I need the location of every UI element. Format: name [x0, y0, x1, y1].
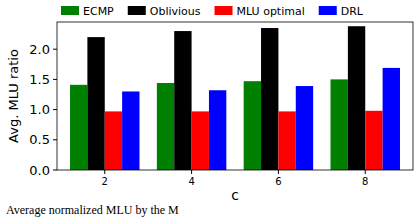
- x-tick: [191, 170, 192, 174]
- bar: [209, 90, 226, 170]
- x-tick-label: 8: [362, 176, 368, 187]
- legend-swatch: [319, 6, 337, 15]
- plot-frame: [57, 22, 413, 170]
- legend: ECMP Oblivious MLU optimal DRL: [61, 5, 364, 18]
- legend-label: Oblivious: [150, 5, 201, 18]
- bar: [365, 111, 382, 170]
- chart-svg: 0.0 0.5 1.0 1.5 2.0 2 4 6 8 c Avg. MLU ratio Averag…: [0, 0, 420, 220]
- y-axis-label: Avg. MLU ratio: [6, 49, 21, 143]
- y-tick-label: 2.0: [29, 42, 50, 57]
- y-tick: [53, 79, 57, 80]
- bar: [70, 85, 87, 170]
- y-tick-label: 0.0: [29, 163, 50, 178]
- x-tick-label: 6: [275, 176, 281, 187]
- bar: [383, 68, 400, 170]
- bar: [296, 86, 313, 170]
- bar: [261, 28, 278, 170]
- y-tick: [53, 109, 57, 110]
- y-tick: [53, 170, 57, 171]
- bar: [87, 37, 104, 170]
- chart-container: 0.0 0.5 1.0 1.5 2.0 2 4 6 8 c Avg. MLU ratio Averag…: [0, 0, 420, 220]
- bar: [122, 91, 139, 170]
- bars: [70, 26, 400, 170]
- bar: [174, 31, 191, 170]
- legend-item: ECMP: [61, 5, 114, 18]
- y-tick: [53, 49, 57, 50]
- bar: [157, 83, 174, 170]
- legend-item: DRL: [319, 5, 364, 18]
- bar: [192, 111, 209, 170]
- legend-label: MLU optimal: [237, 5, 305, 18]
- legend-swatch: [61, 6, 79, 15]
- caption: Average normalized MLU by the M: [6, 203, 179, 217]
- legend-swatch: [128, 6, 146, 15]
- bar: [105, 111, 122, 170]
- y-tick-label: 1.0: [29, 102, 50, 117]
- y-tick: [53, 139, 57, 140]
- legend-swatch: [215, 6, 233, 15]
- legend-label: ECMP: [83, 5, 114, 18]
- bar: [244, 81, 261, 170]
- legend-item: MLU optimal: [215, 5, 305, 18]
- bar: [331, 79, 348, 170]
- x-tick: [104, 170, 105, 174]
- y-tick-label: 1.5: [29, 72, 50, 87]
- x-tick-label: 4: [188, 176, 194, 187]
- x-tick-label: 2: [102, 176, 108, 187]
- x-axis-label: c: [231, 187, 239, 203]
- legend-label: DRL: [341, 5, 364, 18]
- bar: [348, 26, 365, 170]
- legend-item: Oblivious: [128, 5, 201, 18]
- x-tick: [365, 170, 366, 174]
- x-tick: [278, 170, 279, 174]
- y-tick-label: 0.5: [29, 132, 50, 147]
- bar: [278, 111, 295, 170]
